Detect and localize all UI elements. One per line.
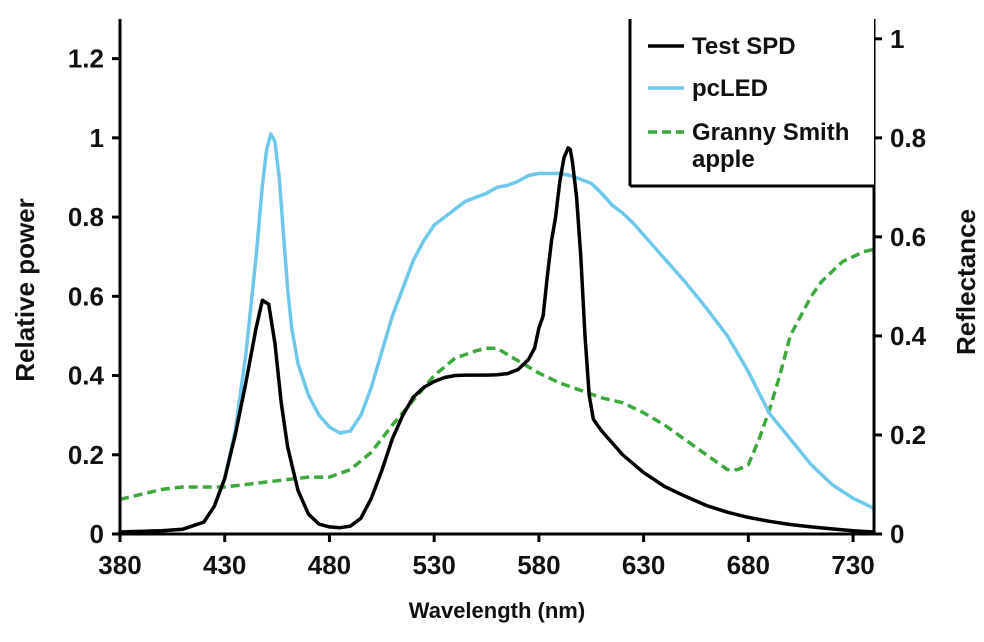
- y-axis-left-title: Relative power: [10, 198, 40, 382]
- y2-tick-label: 0.2: [890, 420, 926, 450]
- y-axis-left-ticks: 0 0.2 0.4 0.6 0.8 1 1.2: [68, 44, 120, 549]
- y-tick-label: 1: [90, 123, 104, 153]
- y2-tick-label: 1: [890, 24, 904, 54]
- y-tick-label: 0.2: [68, 440, 104, 470]
- y-tick-label: 1.2: [68, 44, 104, 74]
- x-tick-label: 680: [727, 550, 770, 580]
- y-tick-label: 0.4: [68, 361, 105, 391]
- series-lines: [118, 132, 876, 534]
- y2-tick-label: 0.8: [890, 123, 926, 153]
- y2-tick-label: 0.6: [890, 222, 926, 252]
- series-line-granny-smith: [119, 247, 875, 502]
- x-tick-label: 530: [412, 550, 455, 580]
- y-tick-label: 0.6: [68, 281, 104, 311]
- legend-label-pcled: pcLED: [692, 75, 768, 102]
- x-axis-title: Wavelength (nm): [409, 598, 585, 623]
- x-tick-label: 580: [517, 550, 560, 580]
- y2-tick-label: 0: [890, 519, 904, 549]
- series-line-pcled: [118, 132, 876, 534]
- x-tick-label: 430: [203, 550, 246, 580]
- x-tick-label: 730: [831, 550, 874, 580]
- legend: Test SPD pcLED Granny Smith apple: [628, 19, 874, 188]
- x-tick-label: 380: [98, 550, 141, 580]
- legend-label-granny-smith: Granny Smith apple: [692, 119, 856, 173]
- legend-label-test-spd: Test SPD: [692, 33, 796, 60]
- y-axis-right-title: Reflectance: [951, 209, 981, 355]
- x-axis-ticks: 380 430 480 530 580 630 680 730: [98, 534, 875, 580]
- x-tick-label: 630: [622, 550, 665, 580]
- y-tick-label: 0.8: [68, 202, 104, 232]
- y2-tick-label: 0.4: [890, 321, 927, 351]
- y-tick-label: 0: [90, 519, 104, 549]
- y-axis-right-ticks: 0 0.2 0.4 0.6 0.8 1: [874, 24, 927, 549]
- x-tick-label: 480: [308, 550, 351, 580]
- series-line-test-spd: [118, 146, 876, 534]
